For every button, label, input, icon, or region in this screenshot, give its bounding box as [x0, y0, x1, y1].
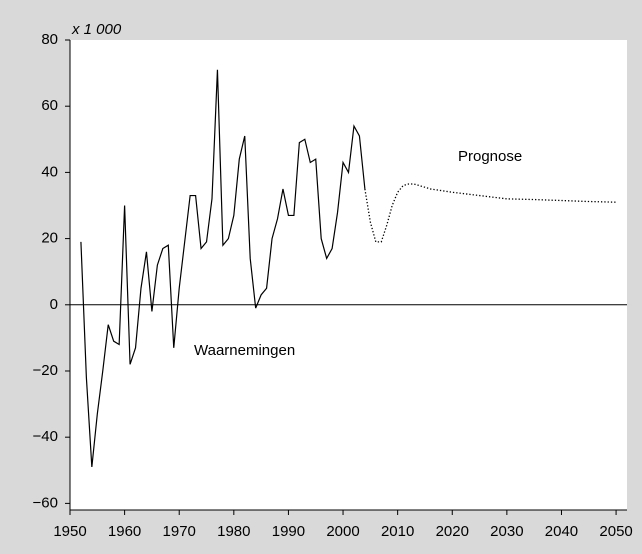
- y-tick-label: −40: [33, 428, 58, 445]
- x-tick-label: 2040: [545, 523, 578, 540]
- annotation: Waarnemingen: [194, 342, 295, 359]
- line-solid: [80, 69, 366, 468]
- x-tick-label: 2050: [599, 523, 632, 540]
- annotation: Prognose: [458, 148, 522, 165]
- y-tick-label: −60: [33, 494, 58, 511]
- x-tick-label: 2020: [436, 523, 469, 540]
- y-tick-label: 20: [41, 230, 58, 247]
- x-tick-label: 2010: [381, 523, 414, 540]
- y-tick-label: 40: [41, 163, 58, 180]
- x-tick-label: 2000: [326, 523, 359, 540]
- x-tick-label: 1990: [272, 523, 305, 540]
- y-tick-label: 0: [50, 296, 58, 313]
- plot-area: [70, 40, 627, 510]
- unit-label: x 1 000: [71, 21, 122, 38]
- x-tick-label: 1960: [108, 523, 141, 540]
- y-tick-label: −20: [33, 362, 58, 379]
- y-tick-label: 60: [41, 97, 58, 114]
- y-tick-label: 80: [41, 31, 58, 48]
- x-tick-label: 2030: [490, 523, 523, 540]
- x-tick-label: 1970: [163, 523, 196, 540]
- x-tick-label: 1980: [217, 523, 250, 540]
- x-tick-label: 1950: [53, 523, 86, 540]
